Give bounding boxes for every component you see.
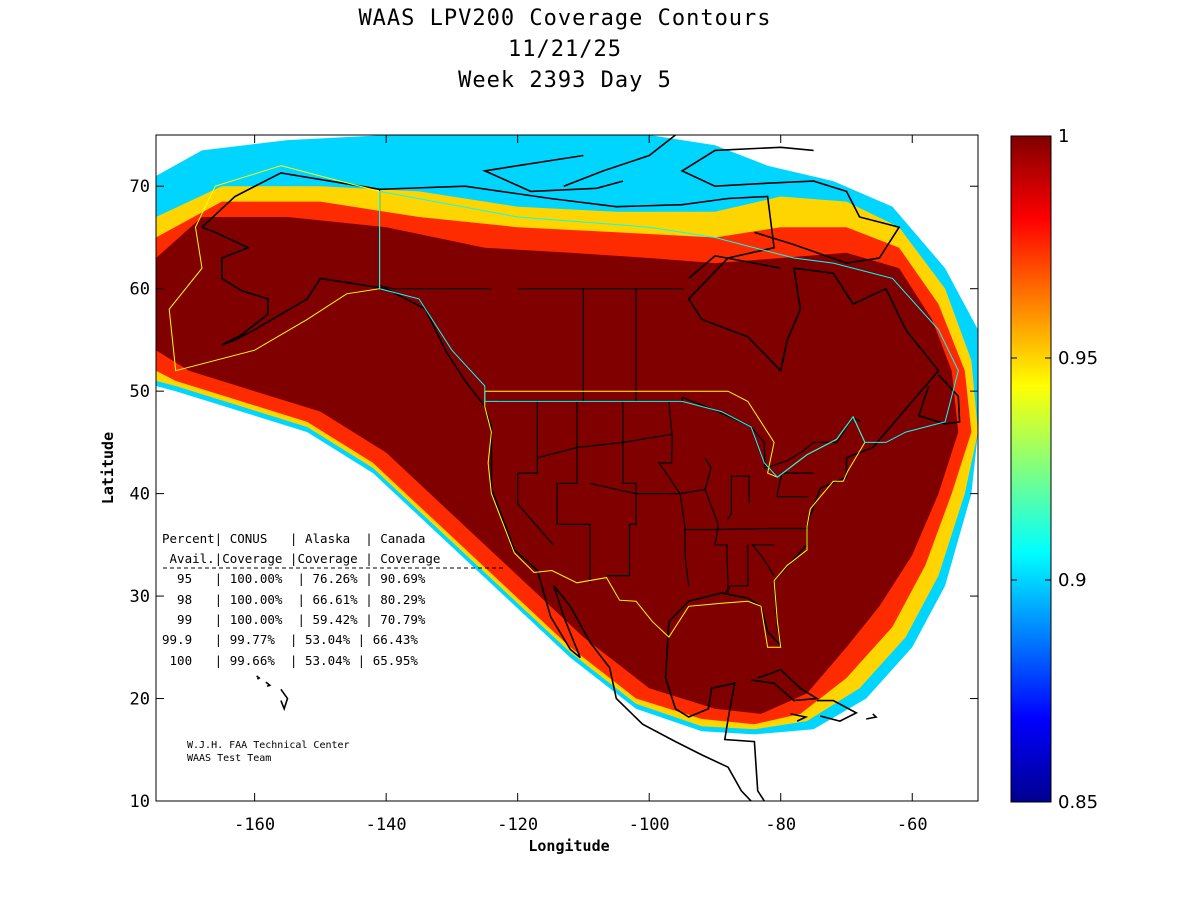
y-tick-label: 70	[130, 177, 150, 197]
table-row: 100 | 99.66% | 53.04% | 65.95%	[162, 653, 418, 668]
table-row: 95 | 100.00% | 76.26% | 90.69%	[162, 571, 426, 586]
colorbar-tick-label: 0.85	[1058, 792, 1098, 813]
colorbar: 1 0.95 0.9 0.85	[1010, 126, 1098, 813]
credit-line-1: W.J.H. FAA Technical Center	[187, 740, 350, 751]
x-tick-label: -80	[765, 815, 796, 835]
y-tick-label: 50	[130, 382, 150, 402]
alaska-region-outline	[168, 165, 381, 372]
credit-line-2: WAAS Test Team	[187, 753, 271, 764]
x-tick-label: -120	[497, 815, 538, 835]
y-tick-label: 20	[130, 690, 150, 710]
colorbar-tick-label: 0.95	[1058, 348, 1098, 369]
canada-region-outline	[379, 190, 959, 478]
colorbar-tick-label: 0.9	[1058, 570, 1087, 591]
y-tick-label: 40	[130, 485, 150, 505]
state-borders	[379, 189, 862, 594]
x-tick-label: -100	[629, 815, 670, 835]
y-axis-label: Latitude	[99, 432, 117, 504]
table-row: 98 | 100.00% | 66.61% | 80.29%	[162, 592, 426, 607]
colorbar-gradient	[1010, 135, 1052, 803]
x-axis-label: Longitude	[528, 837, 609, 855]
title-line-1: WAAS LPV200 Coverage Contours	[358, 6, 772, 31]
x-tick-label: -160	[234, 815, 275, 835]
service-regions	[168, 165, 959, 648]
x-tick-label: -140	[366, 815, 407, 835]
coverage-table: Percent| CONUS | Alaska | Canada Avail.|…	[162, 531, 503, 668]
y-axis: 10 20 30 40 50 60 70	[130, 177, 978, 812]
table-header-1: Percent| CONUS | Alaska | Canada	[162, 531, 425, 546]
y-tick-label: 30	[130, 587, 150, 607]
x-axis: -160 -140 -120 -100 -80 -60	[234, 135, 928, 835]
title-line-2: 11/21/25	[508, 37, 622, 62]
table-row: 99 | 100.00% | 59.42% | 70.79%	[162, 612, 426, 627]
coverage-band-1	[156, 217, 959, 714]
coastlines	[201, 135, 961, 801]
table-header-2: Avail.|Coverage |Coverage | Coverage	[162, 551, 440, 566]
y-tick-label: 60	[130, 280, 150, 300]
title-line-3: Week 2393 Day 5	[458, 68, 672, 93]
table-row: 99.9 | 99.77% | 53.04% | 66.43%	[162, 632, 418, 647]
colorbar-tick-label: 1	[1058, 126, 1069, 147]
x-tick-label: -60	[897, 815, 928, 835]
plot-frame	[155, 134, 979, 802]
y-tick-label: 10	[130, 792, 150, 812]
